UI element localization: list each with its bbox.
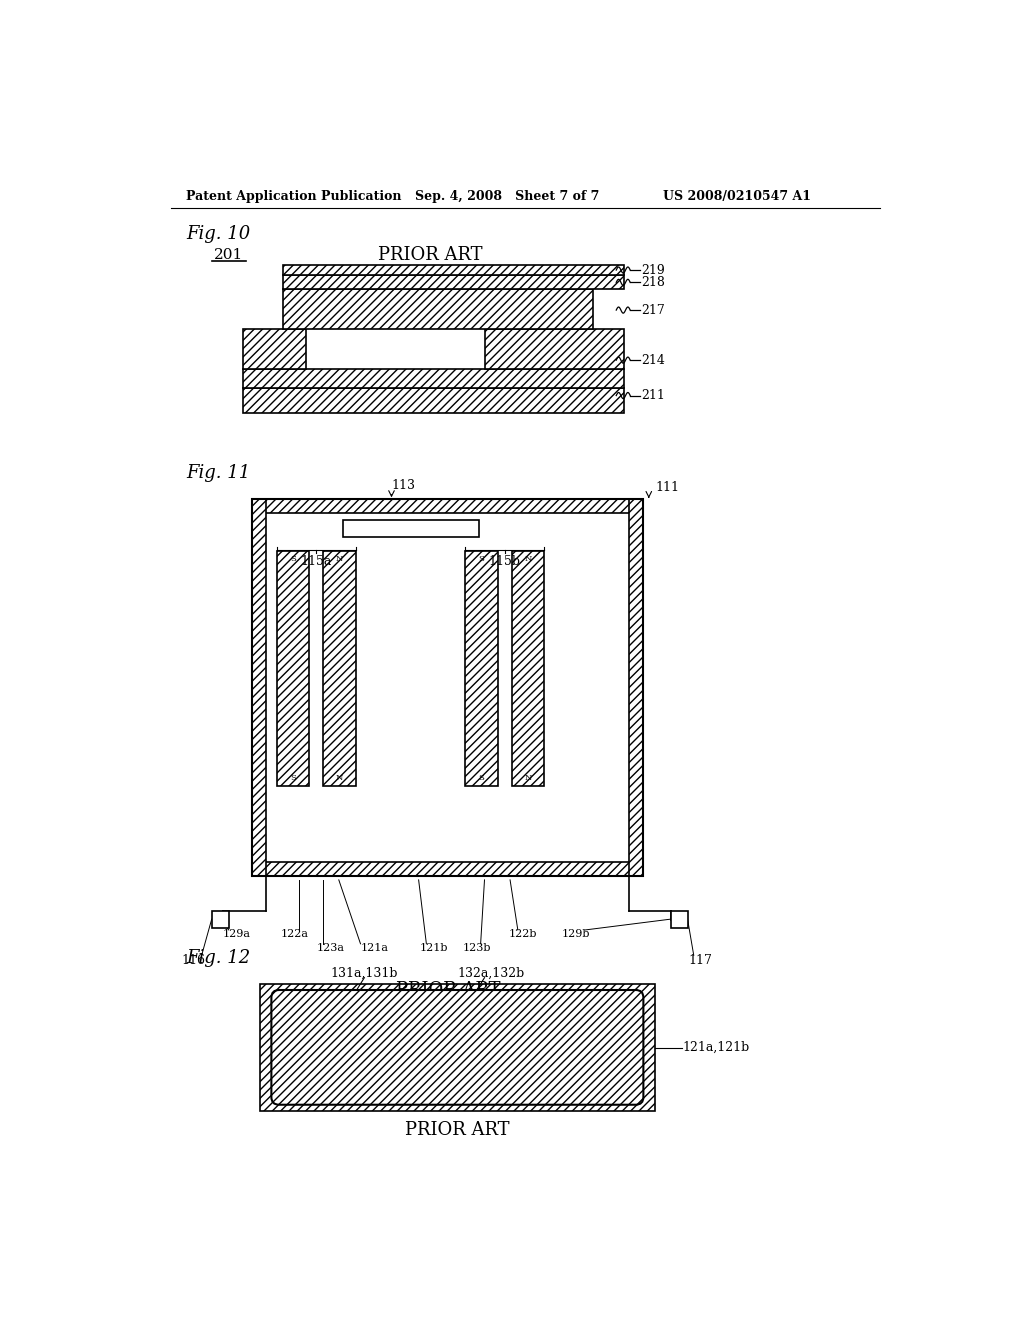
Bar	[252, 499, 266, 876]
Text: Fig. 12: Fig. 12	[186, 949, 251, 966]
Text: 129a: 129a	[222, 929, 251, 939]
Text: PRIOR ART: PRIOR ART	[396, 981, 501, 999]
Text: 132a,132b: 132a,132b	[457, 966, 524, 979]
Text: 121a,121b: 121a,121b	[682, 1041, 750, 1055]
Text: 122a: 122a	[281, 929, 308, 939]
Text: Sep. 4, 2008   Sheet 7 of 7: Sep. 4, 2008 Sheet 7 of 7	[415, 190, 599, 203]
Bar	[212, 911, 228, 928]
Bar	[260, 983, 655, 1111]
Bar	[252, 862, 643, 876]
Bar	[630, 499, 643, 876]
Text: Fig. 11: Fig. 11	[186, 463, 251, 482]
Text: N: N	[524, 775, 531, 783]
Text: S: S	[290, 775, 296, 783]
Text: 201: 201	[214, 248, 244, 261]
Text: S: S	[478, 554, 484, 562]
Text: 115b: 115b	[488, 554, 520, 568]
Bar	[243, 370, 624, 388]
Bar	[283, 276, 624, 289]
Text: 123b: 123b	[463, 942, 490, 953]
Text: 218: 218	[641, 276, 665, 289]
Text: 113: 113	[391, 479, 415, 492]
Bar	[276, 552, 309, 785]
Text: 121a: 121a	[360, 942, 388, 953]
Bar	[243, 388, 624, 412]
Text: 129b: 129b	[562, 929, 590, 939]
Bar	[343, 520, 479, 537]
Text: PRIOR ART: PRIOR ART	[406, 1121, 510, 1139]
Text: 214: 214	[641, 354, 665, 367]
Text: N: N	[336, 775, 343, 783]
Text: S: S	[290, 554, 296, 562]
Bar	[283, 289, 593, 330]
Text: US 2008/0210547 A1: US 2008/0210547 A1	[663, 190, 811, 203]
Text: 123a: 123a	[317, 942, 345, 953]
Bar	[671, 911, 687, 928]
Bar	[484, 330, 624, 370]
Text: 117: 117	[688, 954, 712, 968]
Text: Fig. 10: Fig. 10	[186, 224, 251, 243]
Bar	[252, 499, 643, 876]
Text: N: N	[336, 554, 343, 562]
Text: 211: 211	[641, 389, 665, 403]
Text: 122b: 122b	[509, 929, 538, 939]
Bar	[512, 552, 544, 785]
Bar	[243, 330, 306, 370]
Text: Patent Application Publication: Patent Application Publication	[186, 190, 401, 203]
Text: PRIOR ART: PRIOR ART	[378, 246, 482, 264]
Text: 219: 219	[641, 264, 665, 277]
Bar	[283, 264, 624, 276]
Text: 121b: 121b	[420, 942, 449, 953]
Bar	[324, 552, 356, 785]
Text: S: S	[478, 775, 484, 783]
Bar	[465, 552, 498, 785]
Text: 115a: 115a	[301, 554, 332, 568]
Text: 111: 111	[655, 482, 679, 495]
FancyBboxPatch shape	[271, 990, 643, 1105]
Bar	[252, 499, 643, 512]
Text: N: N	[524, 554, 531, 562]
Text: 131a,131b: 131a,131b	[331, 966, 398, 979]
Text: 217: 217	[641, 304, 665, 317]
Text: 116: 116	[182, 954, 206, 968]
